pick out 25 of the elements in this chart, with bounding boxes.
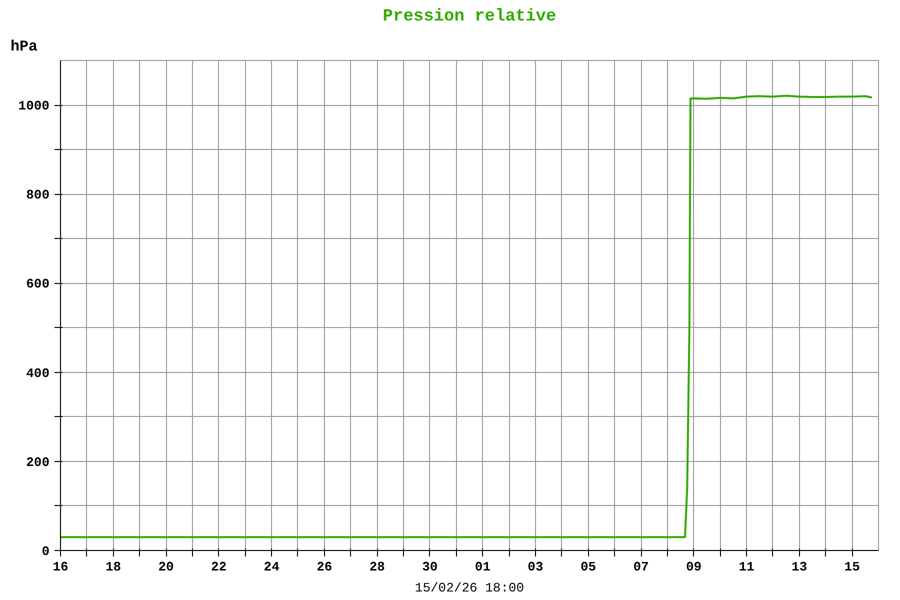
y-tick-label: 200: [26, 454, 50, 470]
x-tick-label: 03: [528, 560, 544, 574]
y-tick-label: 0: [42, 544, 50, 559]
y-tick-label: 800: [26, 188, 50, 203]
x-tick-label: 20: [158, 560, 174, 574]
y-tick-label: 400: [26, 366, 50, 381]
y-axis-title: hPa: [10, 38, 38, 56]
x-tick-label: 01: [474, 560, 491, 574]
x-tick-label: 24: [264, 560, 280, 574]
x-tick-label: 13: [792, 560, 808, 574]
x-tick-label: 11: [738, 560, 755, 574]
x-tick-label: 07: [633, 560, 649, 574]
x-tick-label: 16: [52, 560, 68, 574]
x-tick-label: 30: [422, 560, 438, 574]
x-tick-label: 15: [844, 560, 860, 574]
x-tick-label: 05: [580, 560, 596, 574]
x-tick-label: 09: [686, 560, 702, 574]
y-tick-label: 600: [26, 276, 50, 292]
x-tick-label: 26: [316, 560, 332, 574]
x-tick-label: 18: [105, 560, 122, 574]
chart-title: Pression relative: [382, 8, 556, 26]
text: 15/02/26 18:00: [414, 580, 524, 596]
x-tick-label: 22: [211, 560, 227, 574]
x-tick-label: 28: [369, 560, 386, 574]
y-tick-label: 1000: [18, 98, 50, 114]
